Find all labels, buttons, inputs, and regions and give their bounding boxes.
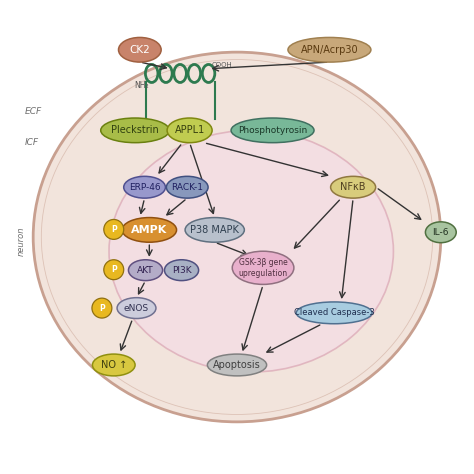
Text: Pleckstrin: Pleckstrin	[111, 125, 159, 136]
Text: IL-6: IL-6	[433, 228, 449, 237]
Text: Apoptosis: Apoptosis	[213, 360, 261, 370]
Text: eNOS: eNOS	[124, 304, 149, 312]
Ellipse shape	[167, 118, 212, 143]
Ellipse shape	[288, 37, 371, 62]
Ellipse shape	[117, 298, 156, 319]
Text: P: P	[99, 304, 105, 312]
Text: P38 MAPK: P38 MAPK	[190, 225, 239, 235]
Ellipse shape	[232, 251, 294, 284]
Ellipse shape	[164, 260, 199, 281]
Circle shape	[104, 219, 124, 239]
Ellipse shape	[33, 52, 441, 422]
Ellipse shape	[231, 118, 314, 143]
Ellipse shape	[118, 37, 161, 62]
Text: AKT: AKT	[137, 266, 154, 274]
Text: ERP-46: ERP-46	[129, 183, 160, 191]
Text: P: P	[111, 225, 117, 234]
Text: PI3K: PI3K	[172, 266, 191, 274]
Text: COOH: COOH	[211, 63, 232, 68]
Ellipse shape	[166, 176, 208, 198]
Text: CK2: CK2	[129, 45, 150, 55]
Text: P: P	[111, 265, 117, 274]
Text: Cleaved Caspase-3: Cleaved Caspase-3	[294, 309, 374, 317]
Text: APN/Acrp30: APN/Acrp30	[301, 45, 358, 55]
Text: APPL1: APPL1	[174, 125, 205, 136]
Ellipse shape	[426, 222, 456, 243]
Text: GSK-3β gene
upregulation: GSK-3β gene upregulation	[238, 258, 288, 277]
Text: NO ↑: NO ↑	[100, 360, 127, 370]
Text: Phosphotyrosin: Phosphotyrosin	[238, 126, 307, 135]
Text: ECF: ECF	[25, 107, 42, 116]
Ellipse shape	[128, 260, 163, 281]
Circle shape	[92, 298, 112, 318]
Text: NFκB: NFκB	[340, 182, 366, 192]
Ellipse shape	[296, 302, 372, 324]
Text: AMPK: AMPK	[131, 225, 167, 235]
Text: NH₂: NH₂	[134, 81, 148, 90]
Ellipse shape	[331, 176, 375, 198]
Text: RACK-1: RACK-1	[171, 183, 203, 191]
Ellipse shape	[92, 354, 135, 376]
Ellipse shape	[124, 176, 165, 198]
Ellipse shape	[100, 118, 169, 143]
Ellipse shape	[122, 218, 176, 242]
Ellipse shape	[185, 218, 245, 242]
Ellipse shape	[207, 354, 266, 376]
Circle shape	[104, 260, 124, 280]
Ellipse shape	[109, 130, 393, 372]
Text: ICF: ICF	[25, 138, 39, 146]
Text: neuron: neuron	[17, 227, 26, 256]
